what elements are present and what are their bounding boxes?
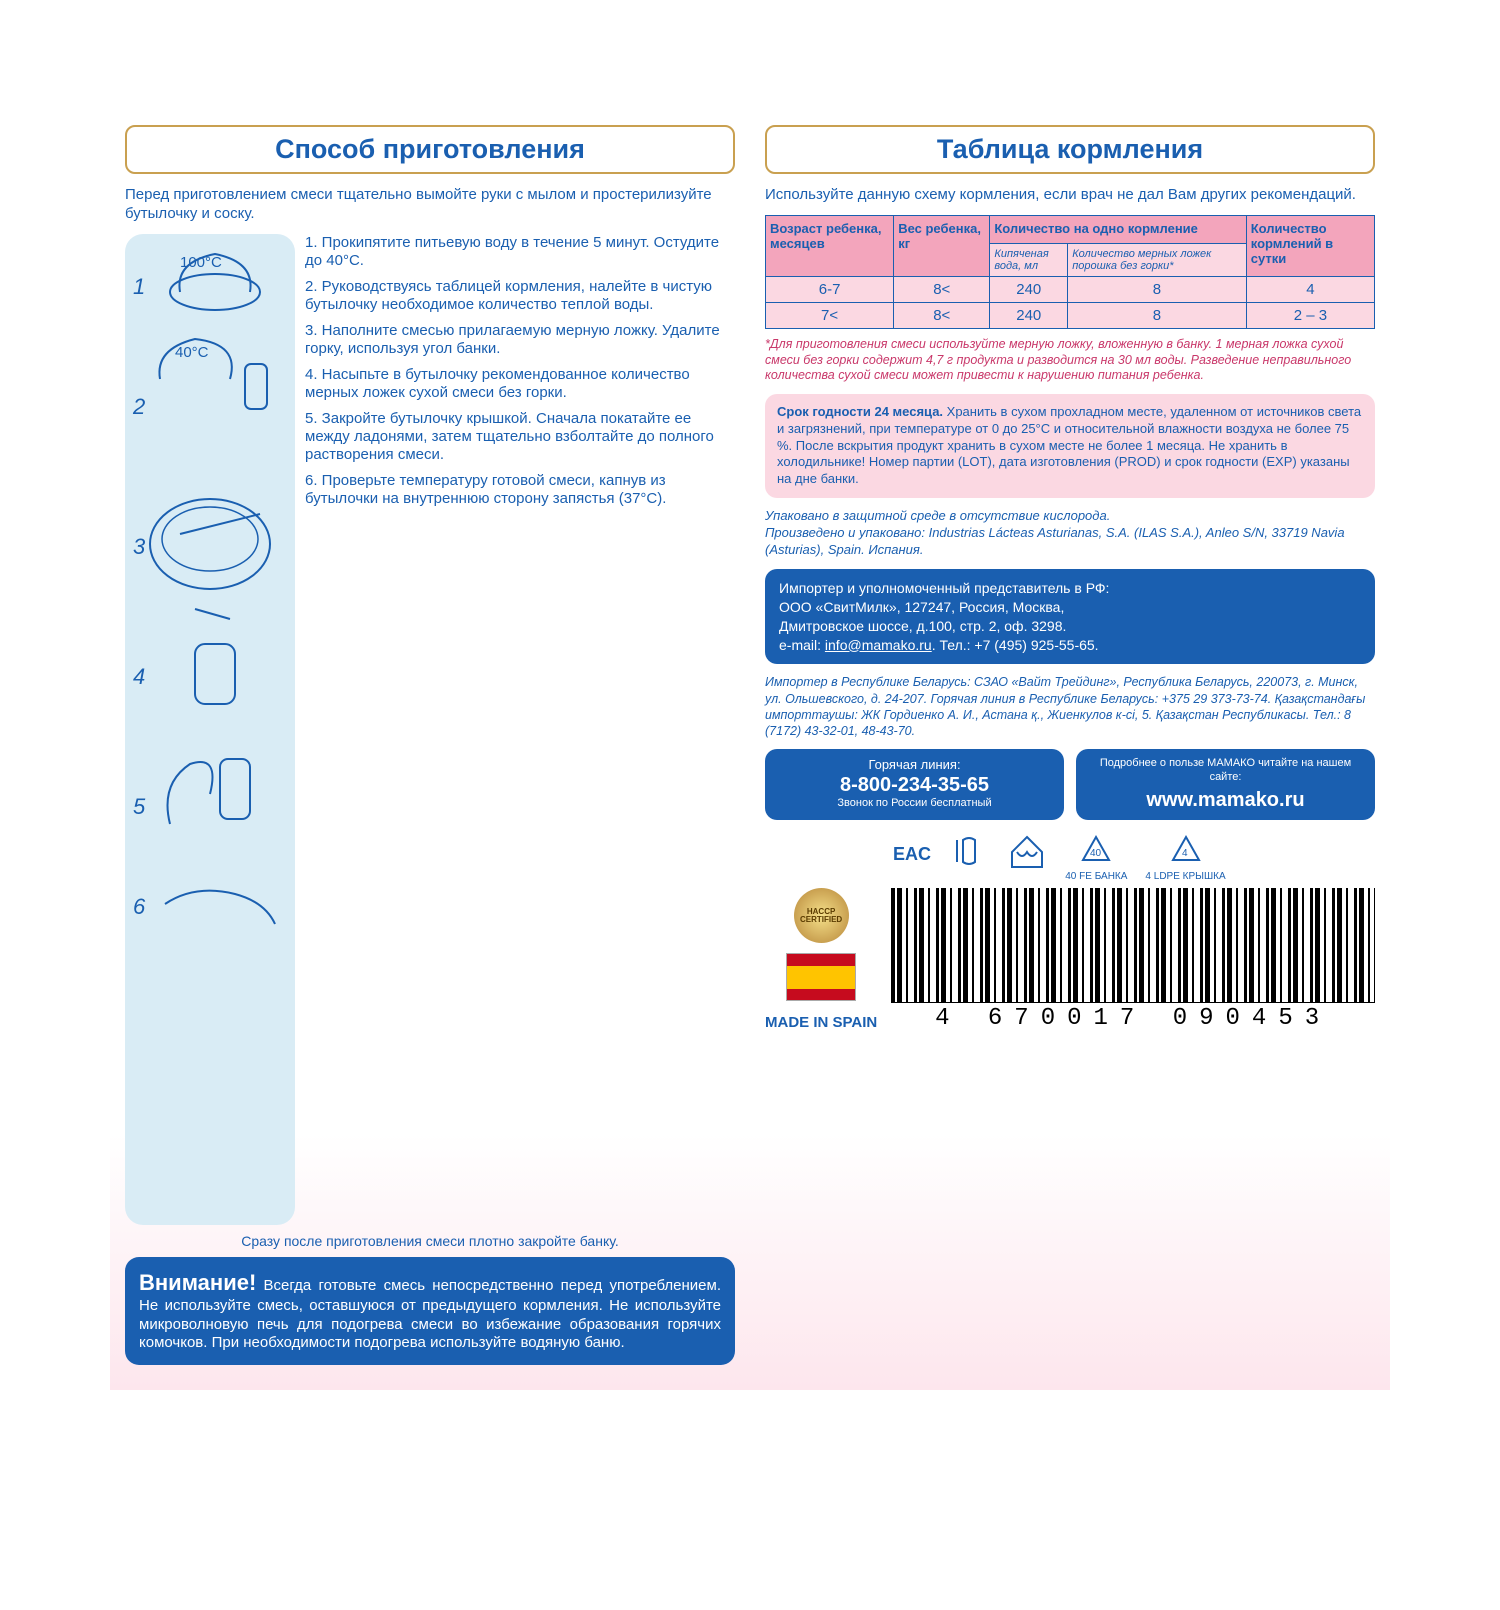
importer-l2: ООО «СвитМилк», 127247, Россия, Москва, (779, 598, 1361, 617)
website-box: Подробнее о пользе МАМАКО читайте на наш… (1076, 749, 1375, 819)
th-per-feeding: Количество на одно кормление (990, 215, 1246, 243)
feeding-title: Таблица кормления (765, 125, 1375, 174)
bottom-row: HACCP CERTIFIED MADE IN SPAIN EAC 4040 F… (765, 832, 1375, 1032)
steps-text: 1. Прокипятите питьевую воду в течение 5… (305, 234, 735, 1226)
table-row: 6-7 8< 240 8 4 (766, 276, 1375, 302)
site-url: www.mamako.ru (1086, 788, 1365, 812)
step-2: 2. Руководствуясь таблицей кормления, на… (305, 278, 735, 314)
test-temp-icon (155, 854, 285, 944)
th-age: Возраст ребенка, месяцев (766, 215, 894, 276)
step-5: 5. Закройте бутылочку крышкой. Сначала п… (305, 410, 735, 464)
food-safe-icon (949, 832, 989, 882)
spain-flag-icon (786, 953, 856, 1001)
preparation-title: Способ приготовления (125, 125, 735, 174)
shake-icon (150, 734, 280, 844)
feeding-table: Возраст ребенка, месяцев Вес ребенка, кг… (765, 215, 1375, 329)
keep-dry-icon (1007, 832, 1047, 882)
hotline-free: Звонок по России бесплатный (775, 797, 1054, 810)
step-4: 4. Насыпьте в бутылочку рекомендованное … (305, 366, 735, 402)
step-1: 1. Прокипятите питьевую воду в течение 5… (305, 234, 735, 270)
contact-row: Горячая линия: 8-800-234-35-65 Звонок по… (765, 749, 1375, 819)
eac-icon: EAC (891, 832, 931, 882)
storage-bold: Срок годности 24 месяца. (777, 404, 943, 419)
steps-illustration: 1 100°C 2 40°C 3 4 5 6 (125, 234, 295, 1226)
illus-num-4: 4 (133, 664, 145, 690)
steps-wrap: 1 100°C 2 40°C 3 4 5 6 1. Прокипятите пи… (125, 234, 735, 1226)
th-per-day: Количество кормлений в сутки (1246, 215, 1374, 276)
th-weight: Вес ребенка, кг (894, 215, 990, 276)
haccp-badge: HACCP CERTIFIED (794, 888, 849, 943)
kettle-icon (155, 242, 275, 312)
barcode-number: 4 670017 090453 (891, 1005, 1375, 1032)
hotline-label: Горячая линия: (775, 757, 1054, 773)
packed-line: Упаковано в защитной среде в отсутствие … (765, 508, 1375, 525)
preparation-column: Способ приготовления Перед приготовление… (125, 125, 735, 1365)
importer-email-link[interactable]: info@mamako.ru (825, 637, 932, 653)
th-scoops: Количество мерных ложек порошка без горк… (1068, 243, 1247, 276)
illus-num-6: 6 (133, 894, 145, 920)
barcode-col: EAC 4040 FE БАНКА 44 LDPE КРЫШКА 4 67001… (891, 832, 1375, 1032)
storage-box: Срок годности 24 месяца. Хранить в сухом… (765, 394, 1375, 498)
recycle-ldpe-icon: 44 LDPE КРЫШКА (1145, 832, 1225, 882)
producer-line: Произведено и упаковано: Industrias Láct… (765, 525, 1375, 559)
feeding-column: Таблица кормления Используйте данную схе… (765, 125, 1375, 1365)
svg-text:EAC: EAC (893, 844, 931, 864)
hotline-box: Горячая линия: 8-800-234-35-65 Звонок по… (765, 749, 1064, 819)
importer-rf-box: Импортер и уполномоченный представитель … (765, 569, 1375, 665)
made-in-label: MADE IN SPAIN (765, 1015, 877, 1032)
illus-num-1: 1 (133, 274, 145, 300)
recycle-fe-icon: 4040 FE БАНКА (1065, 832, 1127, 882)
illus-num-2: 2 (133, 394, 145, 420)
scoop-icon (140, 484, 280, 594)
barcode-icon (891, 888, 1375, 1003)
feeding-intro: Используйте данную схему кормления, если… (765, 186, 1375, 205)
hotline-number: 8-800-234-35-65 (775, 773, 1054, 797)
site-label: Подробнее о пользе МАМАКО читайте на наш… (1086, 757, 1365, 783)
producer-info: Упаковано в защитной среде в отсутствие … (765, 508, 1375, 559)
importer-contact: e-mail: info@mamako.ru. Тел.: +7 (495) 9… (779, 636, 1361, 655)
importer-l1: Импортер и уполномоченный представитель … (779, 579, 1361, 598)
table-row: 7< 8< 240 8 2 – 3 (766, 302, 1375, 328)
after-steps-note: Сразу после приготовления смеси плотно з… (125, 1233, 735, 1249)
importer-l3: Дмитровское шоссе, д.100, стр. 2, оф. 32… (779, 617, 1361, 636)
cert-flag-col: HACCP CERTIFIED MADE IN SPAIN (765, 888, 877, 1032)
preparation-intro: Перед приготовлением смеси тщательно вым… (125, 186, 735, 224)
warning-title: Внимание! (139, 1270, 256, 1295)
cert-icons-row: EAC 4040 FE БАНКА 44 LDPE КРЫШКА (891, 832, 1375, 882)
illus-num-5: 5 (133, 794, 145, 820)
step-3: 3. Наполните смесью прилагаемую мерную л… (305, 322, 735, 358)
svg-text:40: 40 (1090, 848, 1102, 859)
step-6: 6. Проверьте температуру готовой смеси, … (305, 472, 735, 508)
pour-icon (150, 329, 280, 419)
add-powder-icon (175, 604, 255, 714)
warning-box: Внимание! Всегда готовьте смесь непосред… (125, 1257, 735, 1365)
svg-text:4: 4 (1182, 848, 1188, 859)
th-water: Кипяченая вода, мл (990, 243, 1068, 276)
table-footnote: *Для приготовления смеси используйте мер… (765, 337, 1375, 384)
other-importers: Импортер в Республике Беларусь: СЗАО «Ва… (765, 674, 1375, 739)
